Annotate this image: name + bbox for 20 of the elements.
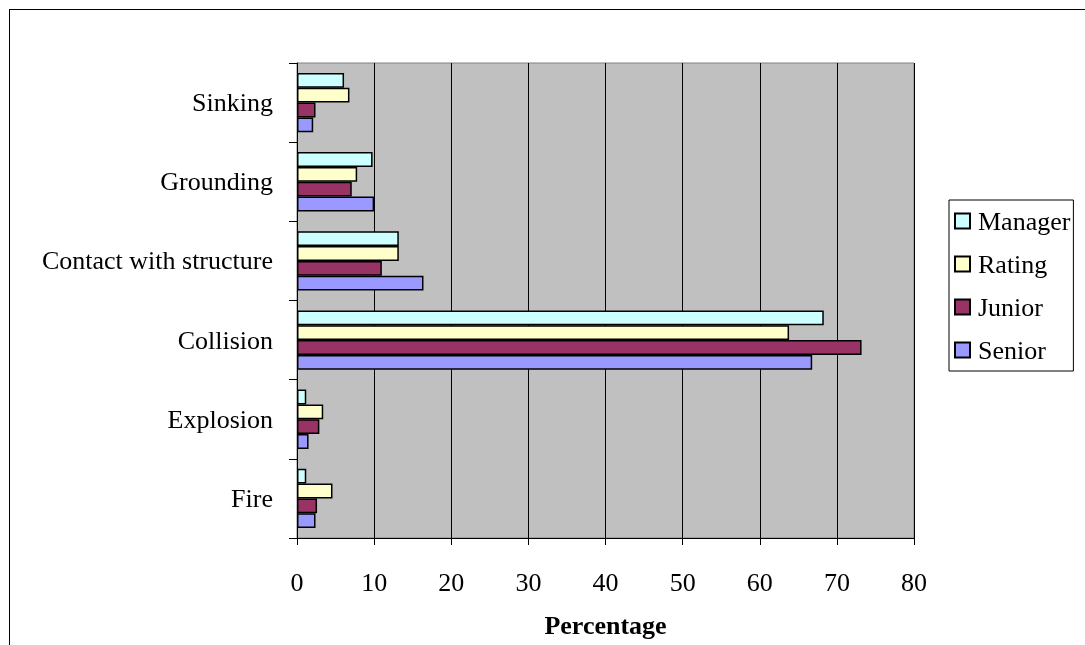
y-tick-label: Contact with structure	[41, 246, 273, 276]
legend-label: Senior	[978, 335, 1047, 365]
x-axis-title: Percentage	[544, 610, 667, 640]
y-tick-label: Sinking	[192, 88, 273, 118]
legend-label: Junior	[978, 292, 1044, 322]
x-tick-label: 40	[592, 567, 619, 597]
legend-label: Rating	[978, 249, 1048, 279]
x-tick-label: 30	[515, 567, 542, 597]
x-tick-label: 10	[361, 567, 388, 597]
legend-label: Manager	[978, 206, 1071, 236]
x-tick-label: 50	[669, 567, 696, 597]
y-tick-label: Collision	[177, 325, 273, 355]
y-tick-label: Fire	[231, 483, 273, 513]
x-tick-label: 70	[823, 567, 850, 597]
x-tick-label: 20	[438, 567, 465, 597]
y-tick-label: Grounding	[160, 167, 273, 197]
y-tick-label: Explosion	[167, 404, 273, 434]
x-tick-label: 60	[746, 567, 773, 597]
x-tick-label: 80	[901, 567, 927, 597]
x-tick-label: 0	[290, 567, 304, 597]
